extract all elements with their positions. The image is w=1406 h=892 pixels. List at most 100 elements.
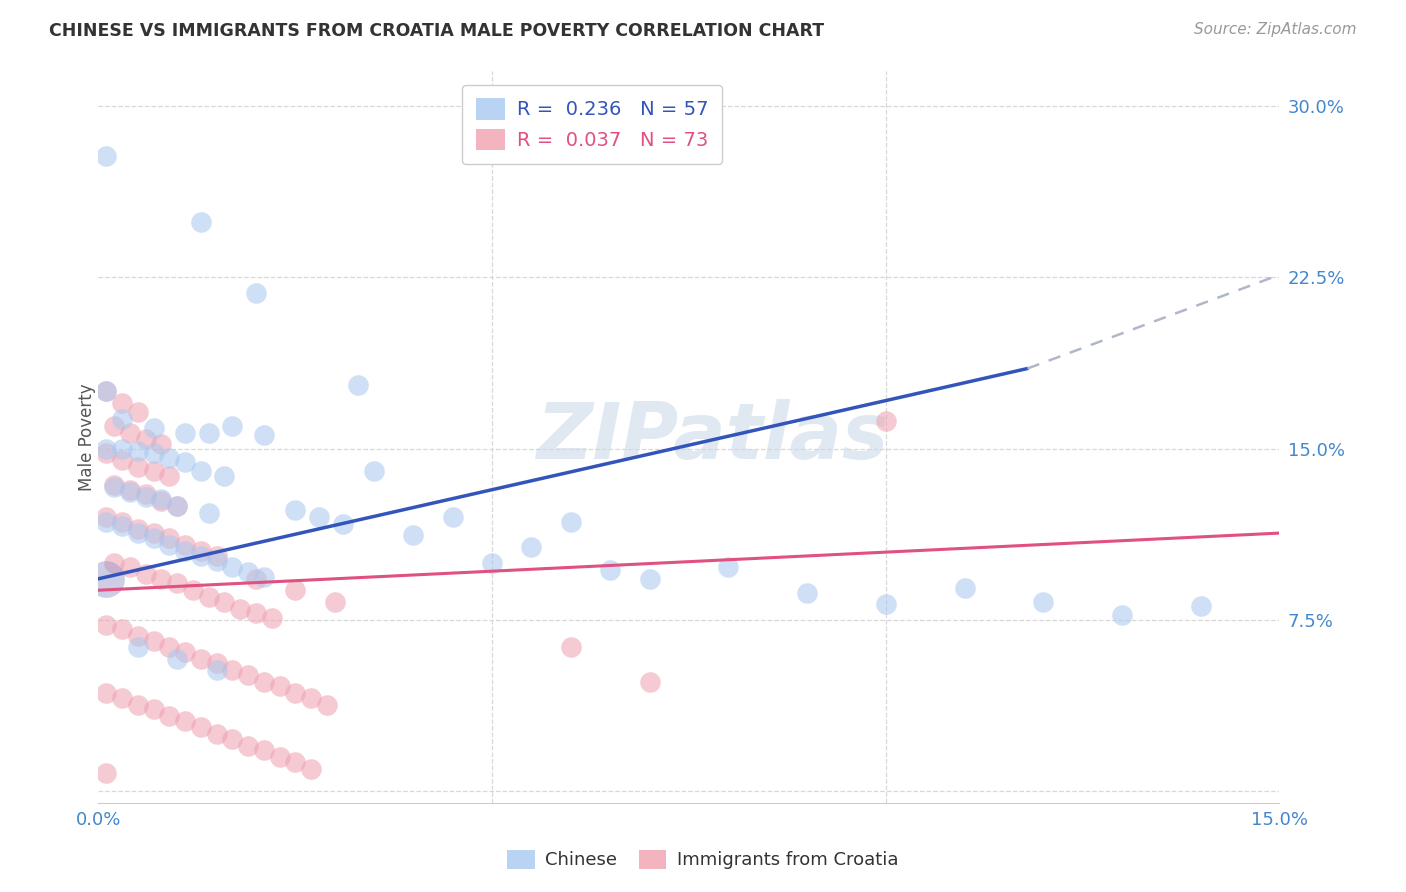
Point: [205, 663, 228, 677]
Point: [190, 215, 212, 229]
Point: [332, 516, 354, 531]
Point: [127, 698, 149, 712]
Point: [157, 537, 180, 551]
Point: [96, 446, 118, 460]
Point: [142, 464, 165, 478]
Text: Source: ZipAtlas.com: Source: ZipAtlas.com: [1194, 22, 1357, 37]
Point: [96, 384, 118, 399]
Point: [205, 553, 228, 567]
Point: [299, 690, 322, 705]
Point: [96, 766, 118, 780]
Point: [284, 583, 307, 598]
Point: [638, 674, 661, 689]
Point: [157, 709, 180, 723]
Point: [1111, 608, 1133, 623]
Point: [96, 442, 118, 456]
Point: [245, 572, 267, 586]
Point: [599, 563, 621, 577]
Point: [135, 490, 157, 504]
Point: [221, 560, 243, 574]
Legend: Chinese, Immigrants from Croatia: Chinese, Immigrants from Croatia: [499, 840, 907, 879]
Point: [236, 565, 259, 579]
Point: [875, 414, 897, 428]
Point: [253, 427, 276, 442]
Point: [481, 556, 503, 570]
Point: [315, 698, 337, 712]
Point: [269, 679, 291, 693]
Point: [214, 469, 236, 483]
Point: [253, 743, 276, 757]
Point: [96, 572, 118, 586]
Point: [135, 487, 157, 501]
Y-axis label: Male Poverty: Male Poverty: [79, 384, 96, 491]
Point: [229, 601, 252, 615]
Point: [96, 384, 118, 399]
Point: [111, 453, 134, 467]
Point: [363, 464, 385, 478]
Point: [118, 560, 141, 574]
Point: [1032, 594, 1054, 608]
Point: [245, 286, 267, 301]
Point: [1189, 599, 1212, 614]
Point: [111, 442, 134, 456]
Point: [236, 739, 259, 753]
Point: [190, 652, 212, 666]
Point: [118, 485, 141, 500]
Point: [174, 537, 197, 551]
Point: [157, 469, 180, 483]
Point: [157, 531, 180, 545]
Point: [142, 531, 165, 545]
Point: [717, 560, 740, 574]
Point: [127, 443, 149, 458]
Point: [347, 377, 370, 392]
Point: [560, 515, 582, 529]
Point: [284, 755, 307, 769]
Point: [118, 483, 141, 497]
Point: [190, 464, 212, 478]
Point: [111, 396, 134, 410]
Point: [142, 702, 165, 716]
Point: [111, 690, 134, 705]
Point: [103, 480, 125, 494]
Point: [284, 503, 307, 517]
Point: [520, 540, 543, 554]
Point: [103, 478, 125, 492]
Point: [142, 526, 165, 541]
Point: [157, 450, 180, 465]
Point: [166, 576, 188, 591]
Point: [174, 455, 197, 469]
Point: [174, 645, 197, 659]
Point: [127, 629, 149, 643]
Point: [111, 515, 134, 529]
Point: [221, 663, 243, 677]
Point: [205, 549, 228, 563]
Point: [441, 510, 464, 524]
Point: [197, 590, 219, 604]
Point: [166, 499, 188, 513]
Point: [111, 412, 134, 426]
Point: [150, 494, 173, 508]
Point: [142, 446, 165, 460]
Point: [103, 556, 125, 570]
Point: [221, 731, 243, 746]
Point: [253, 569, 276, 583]
Point: [157, 640, 180, 655]
Point: [96, 617, 118, 632]
Point: [269, 750, 291, 764]
Point: [166, 499, 188, 513]
Point: [96, 149, 118, 163]
Point: [127, 526, 149, 541]
Point: [236, 667, 259, 681]
Legend: R =  0.236   N = 57, R =  0.037   N = 73: R = 0.236 N = 57, R = 0.037 N = 73: [463, 85, 723, 164]
Point: [284, 686, 307, 700]
Point: [190, 549, 212, 563]
Point: [127, 405, 149, 419]
Point: [190, 544, 212, 558]
Point: [197, 425, 219, 440]
Point: [118, 425, 141, 440]
Point: [875, 597, 897, 611]
Point: [181, 583, 204, 598]
Point: [205, 727, 228, 741]
Point: [190, 720, 212, 734]
Point: [150, 491, 173, 506]
